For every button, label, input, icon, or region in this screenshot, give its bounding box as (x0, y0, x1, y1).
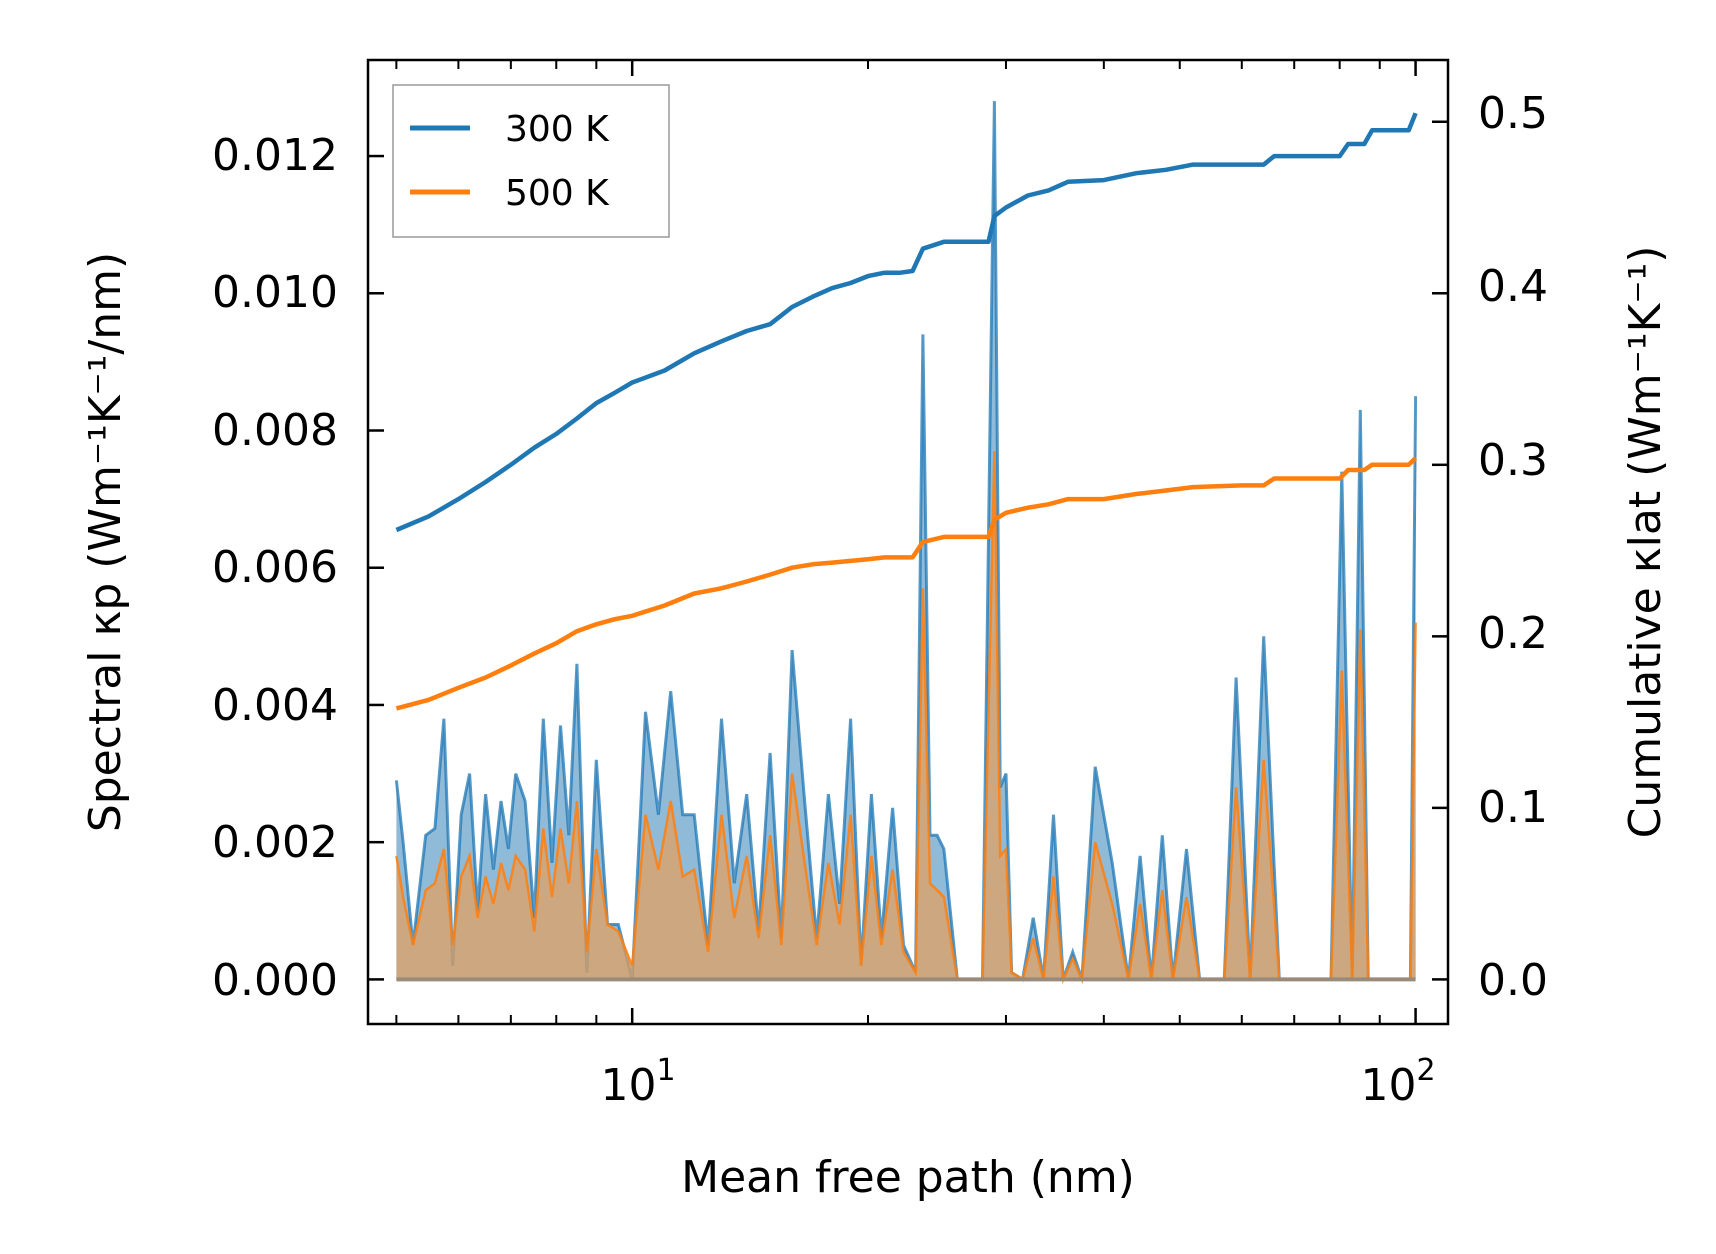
x-tick-label-10: 101 (600, 1053, 675, 1111)
x-tick-base: 10 (600, 1060, 656, 1111)
plot-frame (366, 58, 1450, 1026)
axis-ticks (368, 60, 1448, 1024)
spectral-line-500k (395, 451, 1417, 985)
y-left-tick-label: 0.012 (212, 130, 338, 181)
cumulative-line-300k (395, 112, 1418, 533)
y-right-tick-label: 0.1 (1478, 782, 1548, 833)
y-left-tick-label: 0.008 (212, 405, 338, 456)
cumulative-line-500k (395, 456, 1418, 711)
y-left-tick-label: 0.006 (212, 542, 338, 593)
y-left-axis-label: Spectral κp (Wm⁻¹K⁻¹/nm) (80, 252, 131, 832)
y-right-tick-label: 0.4 (1478, 261, 1548, 312)
y-right-tick-label: 0.5 (1478, 88, 1548, 139)
y-right-tick-label: 0.2 (1478, 608, 1548, 659)
y-right-tick-label: 0.0 (1478, 955, 1548, 1006)
legend-label-500k: 500 K (505, 173, 610, 214)
x-tick-base: 10 (1360, 1060, 1416, 1111)
legend-box (392, 84, 670, 238)
x-tick-exp: 1 (656, 1053, 675, 1088)
y-left-tick-label: 0.000 (212, 955, 338, 1006)
y-right-axis-label: Cumulative κlat (Wm⁻¹K⁻¹) (1620, 246, 1671, 839)
spectral-fills (394, 101, 1418, 985)
x-tick-label-100: 102 (1360, 1053, 1435, 1111)
y-left-tick-label: 0.004 (212, 680, 338, 731)
y-left-tick-label: 0.002 (212, 817, 338, 868)
x-axis-label: Mean free path (nm) (681, 1152, 1135, 1203)
x-tick-exp: 2 (1416, 1053, 1435, 1088)
legend: 300 K 500 K (392, 84, 670, 238)
y-right-tick-label: 0.3 (1478, 435, 1548, 486)
spectral-area-500k (396, 451, 1416, 980)
y-left-tick-label: 0.010 (212, 267, 338, 318)
legend-label-300k: 300 K (505, 109, 610, 150)
series-lines (395, 112, 1418, 711)
